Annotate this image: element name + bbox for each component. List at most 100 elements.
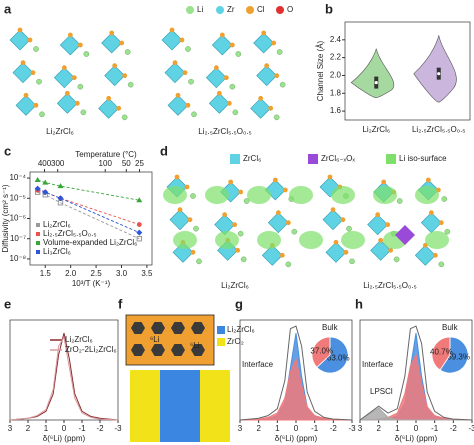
legend-label: Volume-expanded Li₂ZrCl₆ [43, 238, 137, 247]
y-tick-label: 2.0 [330, 71, 342, 80]
cl-atom [228, 179, 234, 185]
li-atom [441, 196, 448, 202]
li-isosurface [373, 186, 397, 204]
x-tick-label: 0 [62, 424, 67, 433]
octahedron [9, 29, 31, 51]
cl-atom [185, 102, 191, 108]
annotation: Bulk [322, 323, 339, 332]
legend-swatch [36, 232, 40, 236]
x-tick-label: 3 [238, 424, 243, 433]
cl-atom [112, 63, 118, 69]
cl-atom [116, 105, 122, 111]
octahedron [53, 67, 75, 89]
cl-atom [33, 102, 39, 108]
li-isosurface [215, 231, 239, 249]
legend-swatch [386, 154, 396, 164]
legend-label: ZrO₂-2Li₂ZrCl₆ [65, 345, 117, 354]
legend-label: ZrO₂ [227, 337, 244, 346]
legend-label: ZrCl₆ [243, 154, 261, 163]
x-tick-label: 2 [26, 424, 31, 433]
annotation: Interface [242, 360, 274, 369]
cl-atom [226, 100, 232, 106]
li-atom [36, 78, 42, 85]
cl-atom [23, 92, 29, 98]
octahedron [256, 65, 278, 87]
legend-label: O [287, 5, 293, 14]
li-atom [273, 114, 280, 121]
li-atom [396, 198, 403, 204]
x-tick-label: 1 [275, 424, 280, 433]
octahedron [250, 97, 272, 119]
panel-label: b [325, 1, 333, 16]
li-atom [393, 256, 400, 263]
octahedron [261, 244, 283, 266]
oxy-octahedron [395, 225, 415, 245]
point [136, 229, 143, 236]
x-axis-label: δ(⁶Li) (ppm) [395, 434, 438, 443]
point [42, 189, 49, 196]
y-tick-label: 1.8 [330, 88, 342, 97]
legend-swatch [36, 241, 40, 245]
cl-atom [282, 187, 288, 193]
point [42, 179, 49, 185]
li-atom [237, 230, 244, 237]
x-tick-label: -2 [450, 424, 458, 433]
annotation: LPSCl [370, 387, 393, 396]
cl-atom [238, 189, 244, 195]
legend-swatch [216, 6, 224, 14]
caption: Li₂.₅ZrCl₅.₅O₀.₅ [363, 281, 417, 290]
x-tick-label: Li₂.₅ZrCl₅.₅O₀.₅ [412, 125, 466, 134]
pie-label: 59.3% [447, 353, 470, 362]
hexagon [171, 343, 185, 357]
x-tick-label: 0 [414, 424, 419, 433]
pie-label: 37.0% [310, 347, 333, 356]
x-tick-label: 1.5 [40, 269, 52, 278]
cl-atom [71, 75, 77, 81]
cl-atom [106, 95, 112, 101]
hexagon [131, 321, 145, 335]
octahedron [104, 65, 126, 87]
li-label: ⁶Li [190, 341, 200, 350]
cl-atom [17, 27, 23, 33]
cl-atom [61, 65, 67, 71]
y-tick-label: 10⁻⁴ [9, 173, 26, 182]
caption: Li₂ZrCl₆ [46, 127, 74, 136]
cl-atom [216, 90, 222, 96]
point [136, 236, 142, 242]
li-isosurface [257, 231, 281, 249]
y-tick-label: 2.4 [330, 35, 342, 44]
pie-label: 40.7% [430, 348, 453, 357]
legend-label: Li₂.₅ZrCl₅.₅O₀.₅ [43, 229, 97, 238]
x-tick-label: 2 [256, 424, 261, 433]
octahedron [211, 34, 233, 56]
li-atom [80, 109, 87, 116]
y-tick-label: 2.2 [330, 53, 342, 62]
caption: Li₂.₅ZrCl₅.₅O₀.₅ [198, 127, 252, 136]
cl-atom [425, 177, 431, 183]
cl-atom [432, 252, 438, 258]
hexagon [131, 343, 145, 357]
cl-atom [169, 27, 175, 33]
caption: Li₂ZrCl₆ [221, 281, 249, 290]
octahedron [367, 214, 389, 236]
cl-atom [261, 30, 267, 36]
cl-atom [77, 42, 83, 48]
cl-atom [268, 105, 274, 111]
li-atom [444, 228, 451, 235]
cl-atom [333, 239, 339, 245]
y-tick-label: 10⁻⁷ [10, 234, 26, 243]
octahedron [101, 32, 123, 54]
x-tick-label: -1 [431, 424, 439, 433]
x-tick-label: 2.5 [91, 269, 103, 278]
panel-label: d [160, 143, 168, 158]
y-tick-label: 1.6 [330, 106, 342, 115]
y-axis-label: Diffusivity (cm² s⁻¹) [1, 184, 10, 252]
pie-slice [316, 336, 349, 374]
spectrum-line [9, 336, 119, 421]
point [136, 222, 142, 227]
hexagon [171, 321, 185, 335]
hexagon [151, 321, 165, 335]
li-isosurface [425, 231, 449, 249]
cl-atom [30, 70, 36, 76]
cl-atom [340, 217, 346, 223]
